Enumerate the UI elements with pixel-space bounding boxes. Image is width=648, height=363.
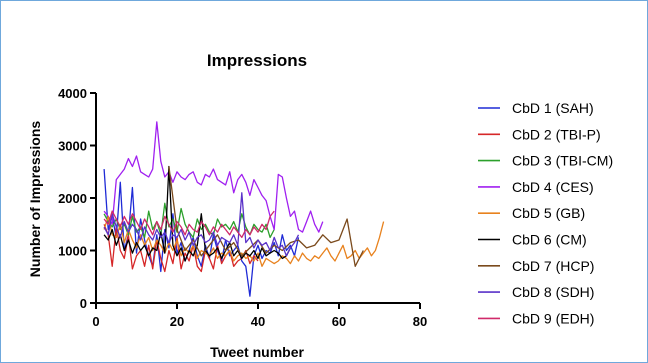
legend-label: CbD 9 (EDH) xyxy=(512,310,594,326)
y-tick-label: 1000 xyxy=(58,244,87,259)
series-line-9 xyxy=(103,210,275,239)
series-line-6 xyxy=(103,165,291,262)
legend-entry-5: CbD 5 (GB) xyxy=(478,205,585,221)
series-line-8 xyxy=(103,192,300,257)
legend-entry-3: CbD 3 (TBI-CM) xyxy=(478,153,613,169)
legend-label: CbD 7 (HCP) xyxy=(512,258,594,274)
x-tick-label: 60 xyxy=(332,314,346,329)
legend-label: CbD 8 (SDH) xyxy=(512,284,594,300)
legend-label: CbD 1 (SAH) xyxy=(512,100,594,116)
legend-label: CbD 3 (TBI-CM) xyxy=(512,153,613,169)
legend-entry-4: CbD 4 (CES) xyxy=(478,179,594,195)
y-tick-label: 0 xyxy=(80,296,87,311)
legend-entry-7: CbD 7 (HCP) xyxy=(478,258,594,274)
y-tick-label: 2000 xyxy=(58,191,87,206)
axes: 0 20 40 60 80 0 1000 2000 3000 4000 xyxy=(58,86,427,329)
legend: CbD 1 (SAH) CbD 2 (TBI-P) CbD 3 (TBI-CM) Cb… xyxy=(478,100,613,326)
legend-label: CbD 6 (CM) xyxy=(512,232,587,248)
y-tick-label: 4000 xyxy=(58,86,87,101)
series-line-7 xyxy=(168,166,364,267)
legend-entry-2: CbD 2 (TBI-P) xyxy=(478,126,601,142)
y-tick-label: 3000 xyxy=(58,139,87,154)
series-line-4 xyxy=(103,121,324,233)
x-tick-label: 20 xyxy=(170,314,184,329)
legend-label: CbD 4 (CES) xyxy=(512,179,594,195)
x-tick-label: 80 xyxy=(413,314,427,329)
legend-entry-8: CbD 8 (SDH) xyxy=(478,284,594,300)
legend-entry-6: CbD 6 (CM) xyxy=(478,232,587,248)
plot-area xyxy=(103,121,385,297)
legend-label: CbD 2 (TBI-P) xyxy=(512,126,601,142)
x-tick-label: 40 xyxy=(251,314,265,329)
legend-entry-9: CbD 9 (EDH) xyxy=(478,310,594,326)
x-axis-label: Tweet number xyxy=(210,344,304,360)
chart-title: Impressions xyxy=(207,51,307,70)
y-axis-label: Number of Impressions xyxy=(27,121,43,278)
legend-label: CbD 5 (GB) xyxy=(512,205,585,221)
series-line-1 xyxy=(103,169,300,297)
legend-entry-1: CbD 1 (SAH) xyxy=(478,100,594,116)
x-tick-label: 0 xyxy=(92,314,99,329)
